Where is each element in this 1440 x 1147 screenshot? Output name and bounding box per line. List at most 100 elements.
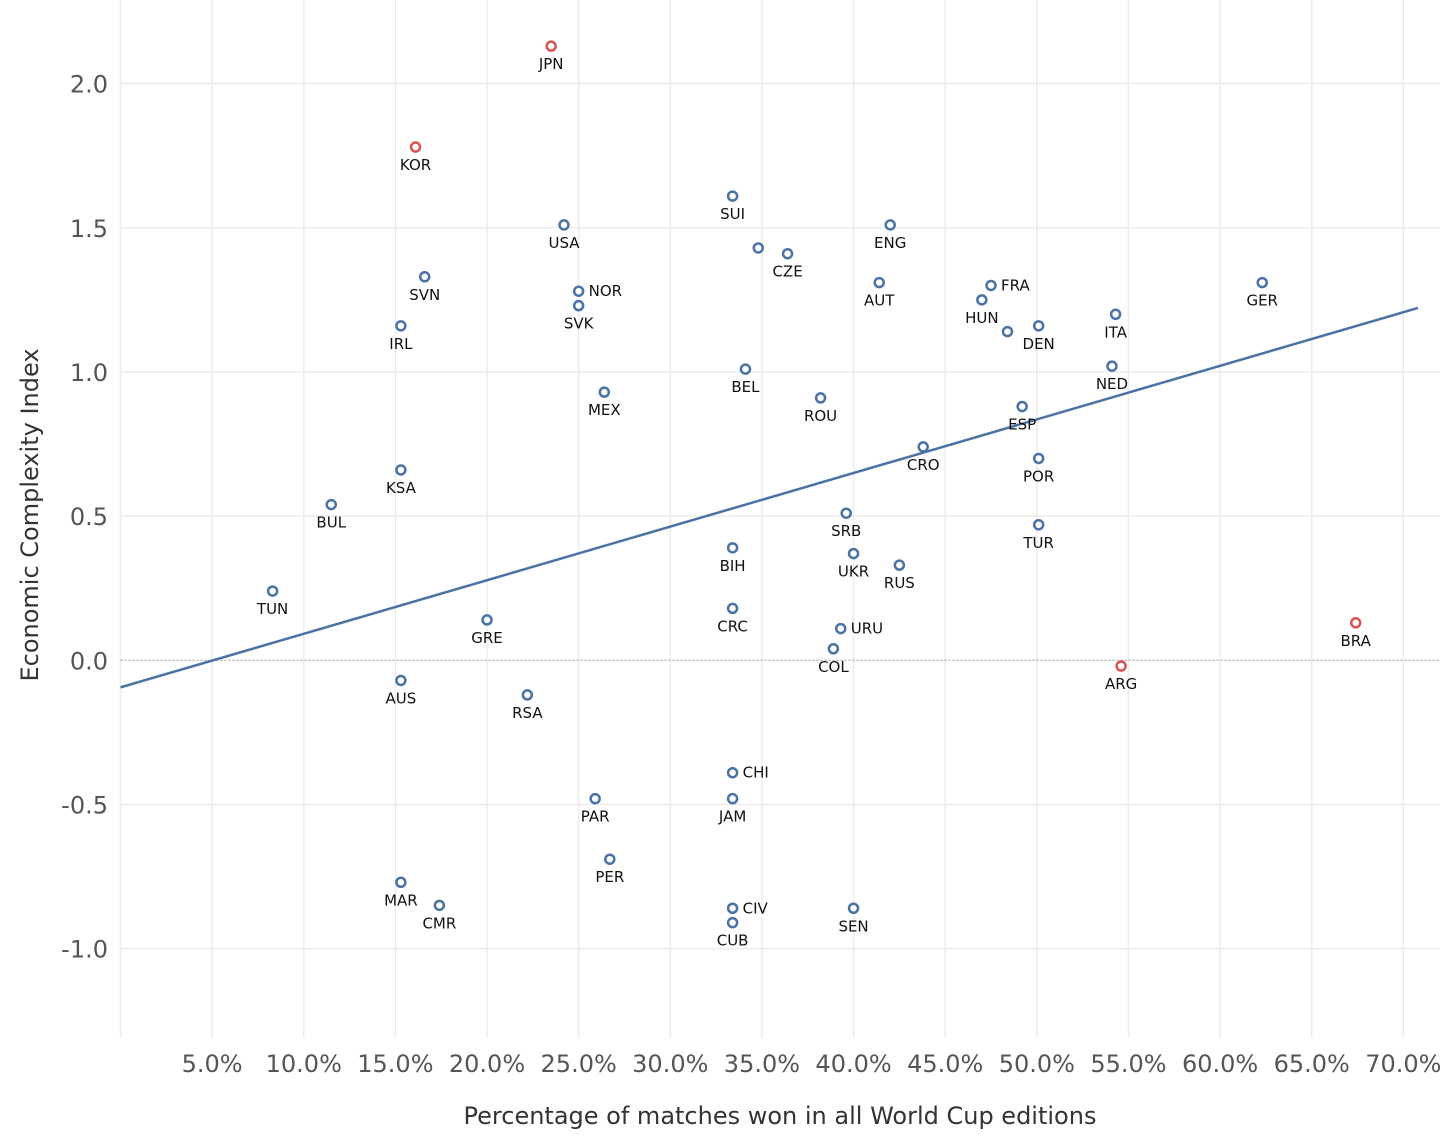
data-point	[481, 614, 493, 626]
x-tick-label: 20.0%	[449, 1050, 525, 1078]
point-label: ENG	[874, 234, 906, 252]
x-tick-label: 15.0%	[357, 1050, 433, 1078]
point-label: MAR	[384, 891, 418, 909]
x-tick-label: 60.0%	[1182, 1050, 1258, 1078]
data-point	[726, 902, 739, 914]
x-tick-label: 55.0%	[1090, 1050, 1166, 1078]
data-point	[572, 299, 585, 312]
point-label: BEL	[731, 378, 760, 396]
point-label: TUR	[1022, 534, 1054, 552]
data-points: JPN KOR SUI USA ENG CZE SVN AUT GER FRA NOR HUN SVK I…	[256, 40, 1372, 950]
x-tick-label: 30.0%	[632, 1050, 708, 1078]
data-point	[726, 542, 739, 554]
point-label: SRB	[831, 522, 861, 540]
point-label: AUT	[864, 292, 895, 310]
y-tick-label: 0.0	[70, 647, 108, 675]
data-point	[834, 622, 847, 635]
point-label: USA	[548, 234, 580, 252]
point-label: IRL	[389, 335, 413, 353]
data-point	[395, 320, 407, 332]
data-point	[726, 766, 739, 779]
point-label: AUS	[386, 689, 417, 707]
point-label: CIV	[743, 899, 769, 917]
data-point	[985, 279, 997, 292]
point-label: CRC	[717, 617, 748, 635]
point-label: RUS	[884, 574, 915, 592]
x-tick-label: 50.0%	[999, 1050, 1075, 1078]
point-label: ROU	[804, 407, 837, 425]
point-label: SVK	[564, 315, 595, 333]
x-tick-label: 45.0%	[907, 1050, 983, 1078]
data-point	[884, 219, 896, 231]
point-label: SEN	[838, 917, 868, 935]
x-axis-ticks: 5.0% 10.0% 15.0% 20.0% 25.0% 30.0% 35.0% 40.0% 4…	[182, 1050, 1440, 1078]
point-label: BIH	[720, 557, 746, 575]
data-point	[847, 547, 860, 560]
point-label: UKR	[838, 563, 869, 581]
data-point	[433, 899, 446, 912]
point-label: HUN	[965, 309, 998, 327]
point-label: GER	[1246, 292, 1278, 310]
y-tick-label: 1.5	[70, 215, 108, 243]
data-point	[726, 792, 739, 805]
point-label: NOR	[589, 282, 622, 300]
data-point	[840, 507, 852, 519]
data-point	[1032, 519, 1045, 531]
point-label: SVN	[409, 286, 440, 304]
data-point	[1032, 320, 1045, 332]
data-point	[1106, 360, 1118, 372]
y-tick-label: 2.0	[70, 71, 108, 99]
data-point	[781, 247, 794, 260]
data-point	[395, 876, 407, 889]
data-point	[1109, 308, 1122, 321]
data-point	[572, 285, 585, 297]
point-label: JPN	[538, 55, 564, 73]
data-point	[545, 40, 557, 52]
data-point	[917, 441, 929, 453]
point-label: CUB	[717, 932, 749, 950]
data-point	[1115, 660, 1127, 672]
point-label: DEN	[1023, 335, 1055, 353]
y-axis-ticks: -1.0 -0.5 0.0 0.5 1.0 1.5 2.0	[61, 71, 108, 964]
point-label: GRE	[471, 629, 503, 647]
y-tick-label: -1.0	[61, 936, 108, 964]
point-label: JAM	[718, 808, 746, 826]
point-label: NED	[1096, 375, 1128, 393]
data-point	[395, 464, 407, 476]
data-point	[604, 853, 616, 865]
data-point	[893, 559, 906, 571]
y-tick-label: 1.0	[70, 359, 108, 387]
data-point	[847, 902, 860, 914]
grid	[119, 0, 1440, 1038]
data-point	[752, 242, 765, 254]
point-label: CHI	[743, 764, 769, 782]
data-point	[739, 363, 752, 375]
x-tick-label: 65.0%	[1274, 1050, 1350, 1078]
data-point	[827, 643, 840, 655]
data-point	[1256, 276, 1268, 289]
x-tick-label: 40.0%	[815, 1050, 891, 1078]
data-point	[409, 141, 422, 153]
point-label: ARG	[1105, 675, 1137, 693]
data-point	[1016, 400, 1028, 413]
y-axis-title: Economic Complexity Index	[16, 348, 44, 681]
data-point	[558, 219, 570, 231]
data-point	[395, 674, 407, 687]
data-point	[598, 386, 611, 398]
point-label: CRO	[907, 456, 940, 474]
x-tick-label: 70.0%	[1365, 1050, 1440, 1078]
point-label: SUI	[720, 205, 745, 223]
data-point	[726, 190, 739, 202]
data-point	[726, 916, 739, 929]
x-tick-label: 25.0%	[541, 1050, 617, 1078]
data-point	[325, 498, 338, 511]
point-label: ITA	[1104, 323, 1127, 341]
point-label: FRA	[1001, 276, 1030, 294]
y-tick-label: 0.5	[70, 503, 108, 531]
point-label: TUN	[256, 600, 288, 618]
data-point	[266, 585, 279, 597]
point-label: BRA	[1341, 632, 1372, 650]
point-label: COL	[818, 658, 849, 676]
point-label: URU	[851, 620, 883, 638]
point-label: CMR	[422, 914, 456, 932]
